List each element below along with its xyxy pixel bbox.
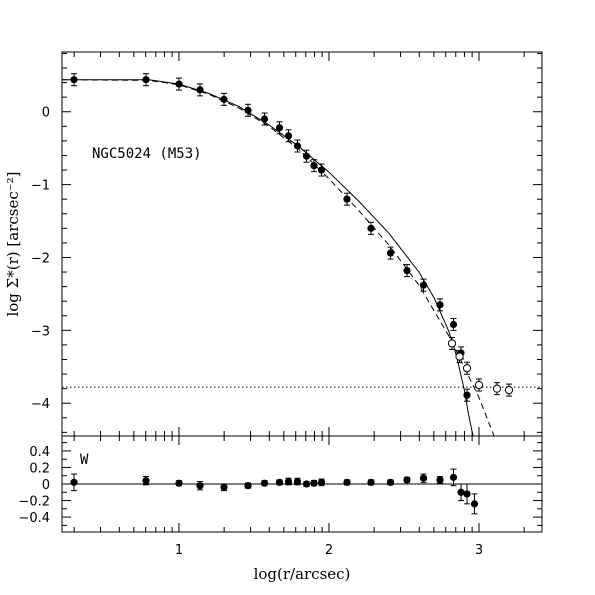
residual-data-point — [436, 476, 444, 484]
filled-data-point — [403, 266, 411, 275]
filled-data-point — [343, 195, 351, 203]
filled-data-point — [419, 281, 428, 289]
x-tick-label: 2 — [325, 543, 333, 558]
main-y-tick-labels: 0 −1 −2 −3 −4 — [31, 106, 50, 412]
residual-y-tick-label: 0.2 — [29, 461, 50, 476]
main-y-tick-label: −4 — [31, 397, 50, 412]
residual-data-point — [343, 478, 351, 486]
cluster-name-annotation: NGC5024 (M53) — [92, 146, 202, 162]
residual-data-point — [310, 479, 318, 487]
residual-data-point — [70, 478, 78, 486]
filled-data-point — [175, 80, 183, 88]
residual-data-point — [463, 490, 471, 498]
residual-data-point — [260, 479, 269, 487]
filled-data-point — [449, 320, 458, 329]
residual-data-point — [470, 500, 479, 508]
filled-data-point — [244, 106, 252, 114]
residual-data-point — [317, 478, 326, 486]
filled-data-point — [275, 124, 284, 132]
residual-y-tick-label: −0.4 — [18, 511, 50, 526]
filled-data-point — [196, 86, 204, 94]
filled-data-point — [317, 166, 326, 174]
main-data-points — [70, 73, 514, 402]
residual-data-points — [62, 468, 542, 515]
open-data-point — [474, 380, 484, 390]
x-tick-labels: 1 2 3 — [175, 543, 483, 558]
filled-data-point — [302, 152, 311, 160]
residual-y-tick-label: −0.2 — [18, 495, 50, 510]
residual-y-tick-labels: 0.4 0.2 0 −0.2 −0.4 — [18, 445, 50, 526]
filled-data-point — [284, 132, 293, 140]
residual-data-point — [449, 473, 458, 481]
filled-data-point — [436, 301, 444, 309]
residual-data-point — [142, 477, 150, 485]
residual-data-point — [293, 477, 302, 486]
residual-data-point — [196, 482, 204, 490]
filled-data-point — [220, 95, 228, 103]
open-data-point — [504, 385, 514, 395]
residual-data-point — [367, 478, 375, 486]
x-axis-title: log(r/arcsec) — [254, 565, 351, 583]
residual-ticks — [62, 436, 542, 532]
open-data-point — [492, 384, 502, 393]
filled-data-point — [260, 115, 269, 123]
residual-panel: 0.4 0.2 0 −0.2 −0.4 W 1 2 3 log(r/arcsec… — [18, 435, 543, 583]
main-panel: 0 −1 −2 −3 −4 NGC5024 (M53) log Σ*(r) [a… — [4, 51, 543, 437]
open-data-point — [455, 352, 464, 361]
main-y-tick-label: −1 — [31, 179, 50, 194]
residual-data-point — [419, 474, 428, 482]
residual-data-point — [457, 488, 465, 496]
filled-data-point — [463, 391, 471, 399]
residual-data-point — [386, 478, 395, 486]
open-data-point — [462, 364, 472, 373]
residual-annotation: W — [80, 452, 89, 468]
residual-y-tick-label: 0.4 — [29, 445, 50, 460]
main-y-tick-label: −2 — [31, 251, 50, 266]
filled-data-point — [386, 249, 395, 257]
filled-data-point — [293, 142, 302, 150]
residual-data-point — [175, 479, 183, 487]
open-data-point — [447, 339, 457, 348]
y-axis-title: log Σ*(r) [arcsec⁻²] — [4, 171, 22, 316]
residual-data-point — [275, 478, 284, 486]
x-tick-label: 1 — [175, 543, 183, 558]
filled-data-point — [70, 76, 78, 84]
main-y-tick-label: 0 — [42, 106, 50, 121]
x-tick-label: 3 — [475, 543, 483, 558]
residual-data-point — [244, 482, 252, 490]
main-y-tick-label: −3 — [31, 324, 50, 339]
filled-data-point — [142, 76, 150, 84]
residual-data-point — [403, 476, 411, 484]
main-ticks — [62, 52, 542, 436]
residual-data-point — [220, 483, 228, 491]
filled-data-point — [367, 224, 375, 232]
filled-data-point — [310, 162, 318, 170]
residual-data-point — [302, 480, 311, 488]
residual-data-point — [284, 477, 293, 486]
residual-y-tick-label: 0 — [42, 478, 50, 493]
